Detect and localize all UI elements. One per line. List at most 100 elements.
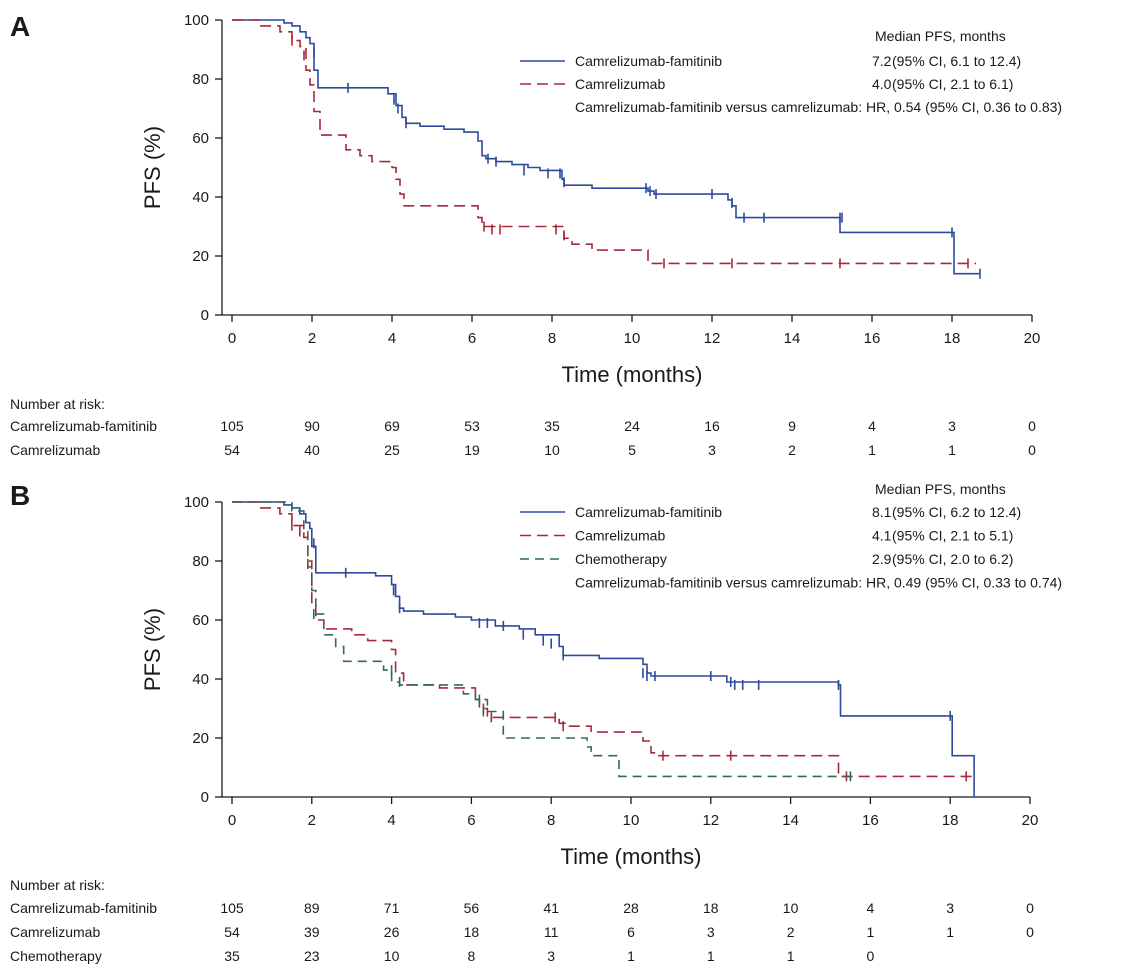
x-tick-label: 18 bbox=[942, 812, 959, 829]
risk-count: 18 bbox=[703, 900, 719, 916]
risk-table-heading: Number at risk: bbox=[10, 396, 105, 412]
risk-count: 3 bbox=[547, 948, 555, 964]
legend-ci: (95% CI, 6.2 to 12.4) bbox=[892, 504, 1021, 520]
risk-count: 0 bbox=[1026, 900, 1034, 916]
km-curve-camrelizumab-famitinib bbox=[232, 19, 980, 275]
risk-count: 3 bbox=[708, 442, 716, 458]
risk-count: 25 bbox=[384, 442, 400, 458]
risk-count: 6 bbox=[627, 924, 635, 940]
y-tick-label: 60 bbox=[192, 612, 209, 629]
risk-count: 0 bbox=[1028, 418, 1036, 434]
risk-row-label: Camrelizumab-famitinib bbox=[10, 418, 157, 434]
risk-count: 69 bbox=[384, 418, 400, 434]
legend-header: Median PFS, months bbox=[875, 481, 1006, 497]
km-curve-chemotherapy bbox=[232, 501, 851, 778]
y-tick-label: 20 bbox=[192, 248, 209, 265]
y-tick-label: 40 bbox=[192, 671, 209, 688]
x-tick-label: 2 bbox=[308, 330, 316, 347]
x-tick-label: 2 bbox=[308, 812, 316, 829]
y-tick-label: 100 bbox=[184, 12, 209, 29]
legend-label: Camrelizumab bbox=[575, 528, 665, 544]
y-axis-title: PFS (%) bbox=[140, 608, 165, 691]
risk-row-label: Camrelizumab bbox=[10, 924, 100, 940]
risk-count: 10 bbox=[544, 442, 560, 458]
x-tick-label: 10 bbox=[623, 812, 640, 829]
x-tick-label: 14 bbox=[784, 330, 801, 347]
x-tick-label: 4 bbox=[387, 812, 395, 829]
risk-count: 71 bbox=[384, 900, 400, 916]
risk-count: 40 bbox=[304, 442, 320, 458]
risk-count: 11 bbox=[544, 924, 559, 940]
risk-count: 1 bbox=[707, 948, 715, 964]
y-tick-label: 0 bbox=[201, 307, 209, 324]
x-tick-label: 0 bbox=[228, 812, 236, 829]
risk-count: 4 bbox=[868, 418, 876, 434]
risk-count: 16 bbox=[704, 418, 720, 434]
x-tick-label: 10 bbox=[624, 330, 641, 347]
km-curve-camrelizumab-famitinib bbox=[232, 501, 975, 797]
risk-count: 3 bbox=[948, 418, 956, 434]
km-curve-camrelizumab bbox=[232, 501, 975, 778]
legend-ci: (95% CI, 2.0 to 6.2) bbox=[892, 551, 1013, 567]
risk-count: 23 bbox=[304, 948, 320, 964]
x-tick-label: 6 bbox=[468, 330, 476, 347]
risk-count: 2 bbox=[788, 442, 796, 458]
x-tick-label: 8 bbox=[547, 812, 555, 829]
y-tick-label: 20 bbox=[192, 730, 209, 747]
x-axis-title: Time (months) bbox=[561, 844, 702, 869]
risk-count: 1 bbox=[867, 924, 875, 940]
risk-count: 54 bbox=[224, 442, 240, 458]
risk-count: 10 bbox=[384, 948, 400, 964]
x-tick-label: 18 bbox=[944, 330, 961, 347]
risk-count: 4 bbox=[867, 900, 875, 916]
risk-count: 5 bbox=[628, 442, 636, 458]
risk-count: 9 bbox=[788, 418, 796, 434]
y-axis-title: PFS (%) bbox=[140, 126, 165, 209]
y-tick-label: 60 bbox=[192, 130, 209, 147]
legend-ci: (95% CI, 6.1 to 12.4) bbox=[892, 53, 1021, 69]
legend-median: 2.9 bbox=[872, 551, 892, 567]
legend-ci: (95% CI, 2.1 to 6.1) bbox=[892, 76, 1013, 92]
risk-count: 1 bbox=[946, 924, 954, 940]
x-tick-label: 6 bbox=[467, 812, 475, 829]
y-tick-label: 80 bbox=[192, 553, 209, 570]
risk-count: 24 bbox=[624, 418, 640, 434]
panel-letter: B bbox=[10, 480, 30, 511]
risk-count: 105 bbox=[220, 418, 244, 434]
x-tick-label: 8 bbox=[548, 330, 556, 347]
risk-count: 39 bbox=[304, 924, 320, 940]
risk-count: 19 bbox=[464, 442, 480, 458]
risk-count: 53 bbox=[464, 418, 480, 434]
risk-count: 3 bbox=[707, 924, 715, 940]
risk-count: 10 bbox=[783, 900, 799, 916]
risk-count: 35 bbox=[544, 418, 560, 434]
risk-count: 2 bbox=[787, 924, 795, 940]
legend-label: Camrelizumab-famitinib bbox=[575, 53, 722, 69]
y-tick-label: 40 bbox=[192, 189, 209, 206]
x-tick-label: 0 bbox=[228, 330, 236, 347]
x-tick-label: 16 bbox=[864, 330, 881, 347]
risk-count: 56 bbox=[464, 900, 480, 916]
risk-count: 28 bbox=[623, 900, 639, 916]
x-tick-label: 12 bbox=[704, 330, 721, 347]
risk-count: 89 bbox=[304, 900, 320, 916]
risk-row-label: Chemotherapy bbox=[10, 948, 102, 964]
hazard-ratio-note: Camrelizumab-famitinib versus camrelizum… bbox=[575, 99, 1062, 115]
x-tick-label: 20 bbox=[1024, 330, 1041, 347]
legend-ci: (95% CI, 2.1 to 5.1) bbox=[892, 528, 1013, 544]
x-tick-label: 20 bbox=[1022, 812, 1039, 829]
risk-count: 8 bbox=[468, 948, 476, 964]
x-tick-label: 12 bbox=[702, 812, 719, 829]
risk-count: 35 bbox=[224, 948, 240, 964]
x-axis-title: Time (months) bbox=[562, 362, 703, 387]
risk-count: 18 bbox=[464, 924, 480, 940]
panel-letter: A bbox=[10, 11, 30, 42]
risk-count: 3 bbox=[946, 900, 954, 916]
legend-median: 4.1 bbox=[872, 528, 892, 544]
legend-label: Camrelizumab-famitinib bbox=[575, 504, 722, 520]
risk-count: 0 bbox=[867, 948, 875, 964]
legend-median: 7.2 bbox=[872, 53, 892, 69]
risk-count: 1 bbox=[627, 948, 635, 964]
